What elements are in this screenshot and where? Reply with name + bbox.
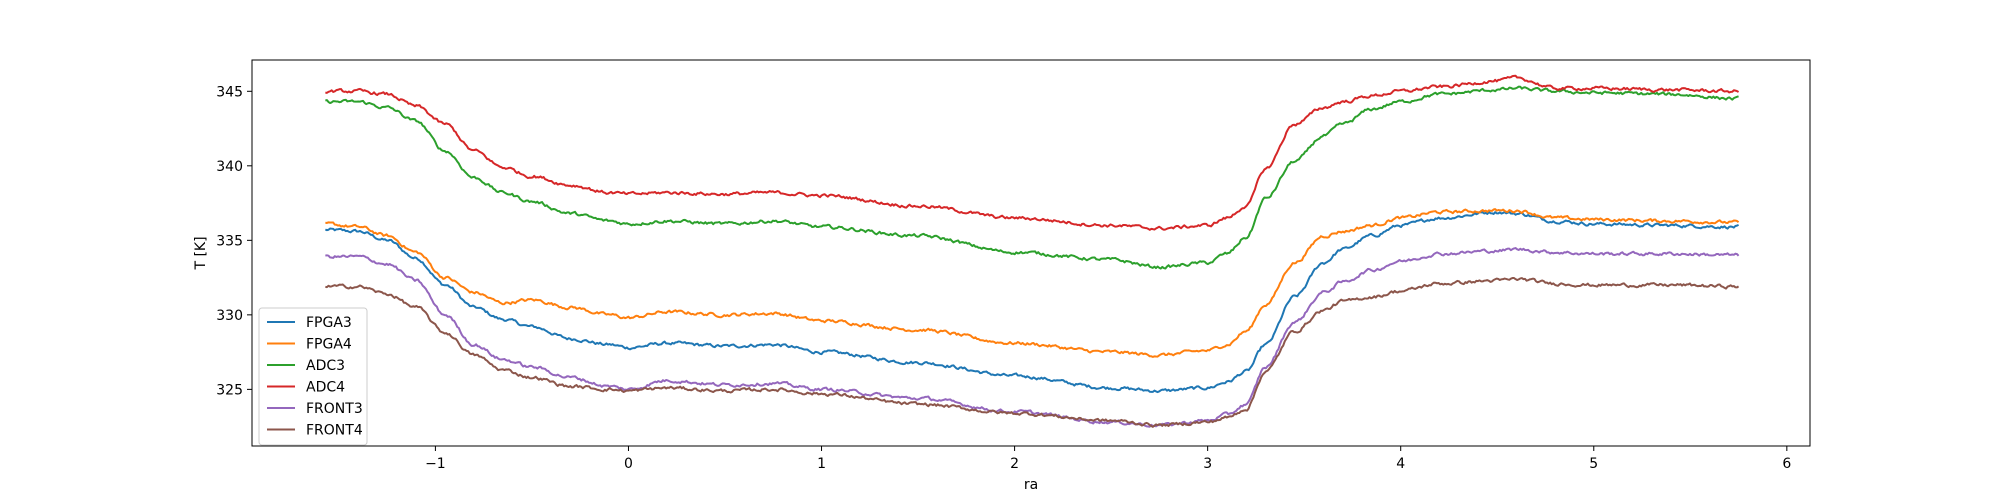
y-tick-label: 335 — [216, 233, 243, 249]
series-line-fpga4 — [325, 208, 1740, 358]
legend-label-adc3: ADC3 — [306, 358, 345, 374]
x-tick-label: 3 — [1203, 456, 1212, 472]
series-line-fpga3 — [324, 210, 1739, 394]
y-tick-label: 325 — [216, 382, 243, 398]
series-line-front3 — [325, 247, 1740, 428]
legend-label-front3: FRONT3 — [306, 401, 363, 417]
x-tick-label: 4 — [1396, 456, 1405, 472]
y-axis: 325 330 335 340 345 — [216, 84, 252, 398]
x-tick-label: 5 — [1589, 456, 1598, 472]
y-axis-label: T [K] — [193, 236, 209, 270]
legend-label-fpga4: FPGA4 — [306, 337, 352, 353]
x-tick-label: −1 — [425, 456, 446, 472]
series-line-adc3 — [325, 85, 1739, 270]
y-tick-label: 345 — [216, 84, 243, 100]
axes-frame — [251, 59, 1811, 447]
y-tick-label: 330 — [216, 308, 243, 324]
x-tick-label: 2 — [1010, 456, 1019, 472]
x-tick-label: 0 — [624, 456, 633, 472]
x-tick-label: 1 — [817, 456, 826, 472]
legend-label-adc4: ADC4 — [306, 380, 345, 396]
x-axis-label: ra — [1024, 477, 1038, 493]
y-tick-label: 340 — [216, 159, 243, 175]
legend-box — [258, 307, 368, 446]
legend: FPGA3 FPGA4 ADC3 ADC4 FRONT3 FRONT4 — [258, 307, 368, 446]
x-tick-label: 6 — [1782, 456, 1791, 472]
series-line-adc4 — [325, 74, 1740, 231]
series-layer — [324, 74, 1740, 428]
series-line-front4 — [325, 277, 1740, 428]
x-axis: −1 0 1 2 3 4 5 6 — [425, 446, 1791, 472]
legend-label-fpga3: FPGA3 — [306, 315, 352, 331]
legend-label-front4: FRONT4 — [306, 423, 363, 439]
